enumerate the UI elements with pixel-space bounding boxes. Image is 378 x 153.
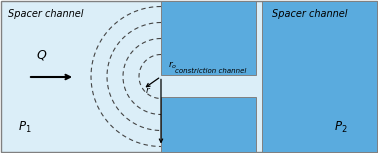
Text: $P_2$: $P_2$ <box>335 120 348 135</box>
Bar <box>161 1 256 75</box>
Bar <box>262 1 377 152</box>
Text: Spacer channel: Spacer channel <box>272 9 347 19</box>
Bar <box>161 97 256 152</box>
Text: $P_1$: $P_1$ <box>18 120 32 135</box>
Text: Spacer channel: Spacer channel <box>8 9 84 19</box>
Text: $Q$: $Q$ <box>36 48 48 62</box>
Text: $r$: $r$ <box>145 85 151 95</box>
Text: $r_o$: $r_o$ <box>168 59 177 71</box>
Text: constriction channel: constriction channel <box>175 68 246 74</box>
